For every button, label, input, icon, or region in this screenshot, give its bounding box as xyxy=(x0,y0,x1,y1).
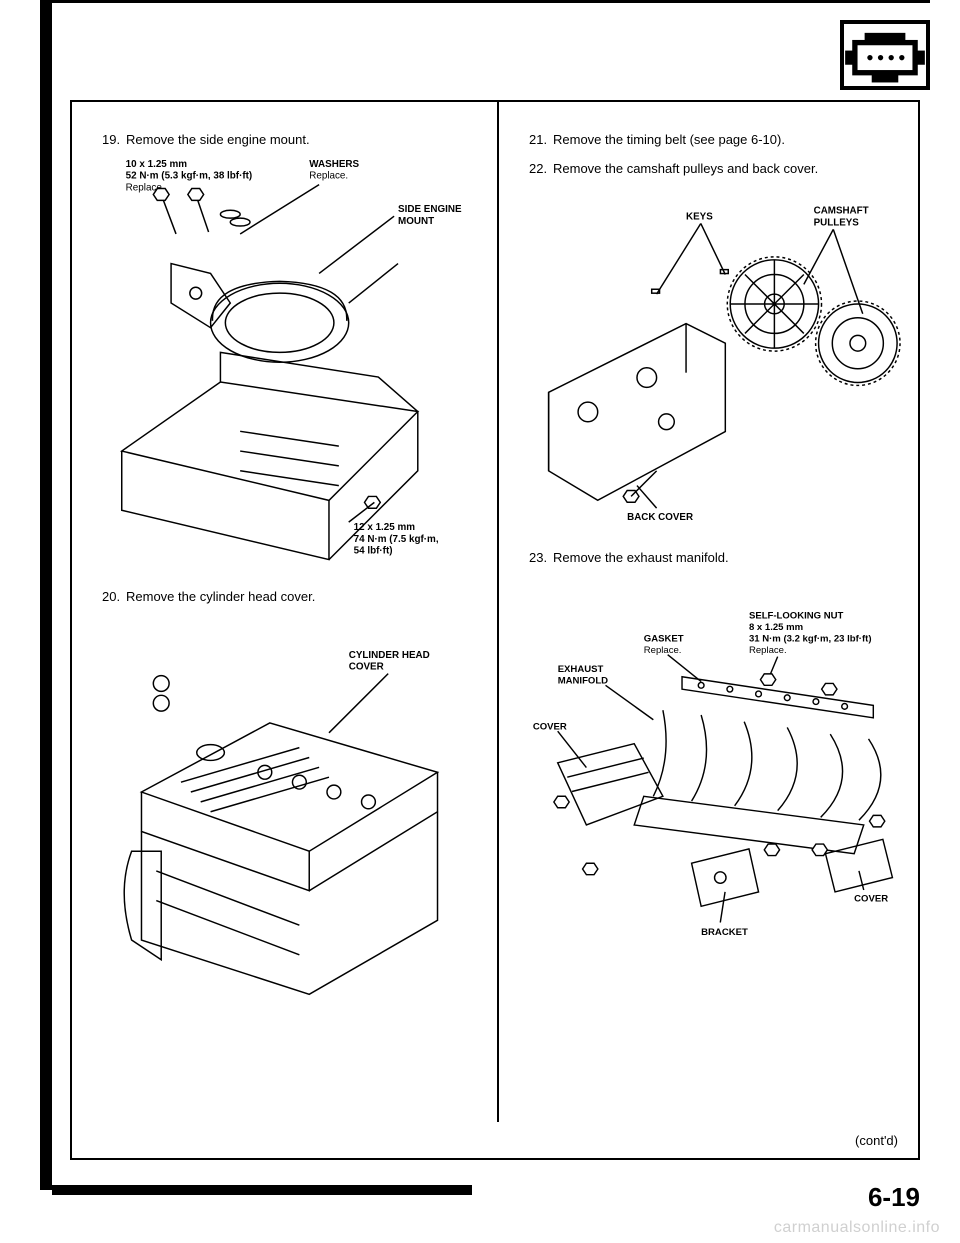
figure-exhaust-manifold: SELF-LOOKING NUT 8 x 1.25 mm 31 N·m (3.2… xyxy=(529,605,902,949)
bottom-bar xyxy=(52,1185,472,1195)
manual-page: 19. Remove the side engine mount. 10 x 1… xyxy=(0,0,960,1243)
step-text: Remove the exhaust manifold. xyxy=(553,550,902,565)
step-text: Remove the camshaft pulleys and back cov… xyxy=(553,161,902,176)
svg-text:COVER: COVER xyxy=(533,721,567,732)
step-text: Remove the side engine mount. xyxy=(126,132,477,147)
svg-text:CAMSHAFT: CAMSHAFT xyxy=(814,206,869,217)
svg-text:31 N·m (3.2 kgf·m, 23 lbf·ft): 31 N·m (3.2 kgf·m, 23 lbf·ft) xyxy=(749,633,872,644)
step-20: 20. Remove the cylinder head cover. xyxy=(102,589,477,604)
page-number: 6-19 xyxy=(868,1182,920,1213)
svg-text:SIDE ENGINE: SIDE ENGINE xyxy=(398,204,462,215)
svg-text:74 N·m (7.5 kgf·m,: 74 N·m (7.5 kgf·m, xyxy=(354,534,439,545)
left-column: 19. Remove the side engine mount. 10 x 1… xyxy=(72,102,497,1040)
svg-text:BRACKET: BRACKET xyxy=(701,927,748,938)
figure-side-engine-mount: 10 x 1.25 mm 52 N·m (5.3 kgf·m, 38 lbf·f… xyxy=(102,155,477,569)
continued-label: (cont'd) xyxy=(855,1133,898,1148)
svg-text:Replace.: Replace. xyxy=(749,645,787,656)
step-text: Remove the cylinder head cover. xyxy=(126,589,477,604)
svg-text:12 x 1.25 mm: 12 x 1.25 mm xyxy=(354,522,416,533)
svg-text:COVER: COVER xyxy=(854,893,888,904)
watermark: carmanualsonline.info xyxy=(774,1219,940,1237)
svg-text:CYLINDER HEAD: CYLINDER HEAD xyxy=(349,650,430,661)
svg-text:EXHAUST: EXHAUST xyxy=(558,664,604,675)
svg-text:MANIFOLD: MANIFOLD xyxy=(558,675,608,686)
page-border-top xyxy=(40,0,930,3)
svg-text:Replace.: Replace. xyxy=(309,171,348,182)
page-border-left xyxy=(40,0,52,1190)
svg-text:SELF-LOOKING NUT: SELF-LOOKING NUT xyxy=(749,610,844,621)
figure-cylinder-head-cover: CYLINDER HEAD COVER xyxy=(102,644,477,999)
step-21: 21. Remove the timing belt (see page 6-1… xyxy=(529,132,902,147)
step-number: 23. xyxy=(529,550,553,565)
svg-text:52 N·m (5.3 kgf·m, 38 lbf·ft): 52 N·m (5.3 kgf·m, 38 lbf·ft) xyxy=(126,171,253,182)
svg-text:8 x 1.25 mm: 8 x 1.25 mm xyxy=(749,622,803,633)
step-number: 21. xyxy=(529,132,553,147)
content-frame: 19. Remove the side engine mount. 10 x 1… xyxy=(70,100,920,1160)
step-text: Remove the timing belt (see page 6-10). xyxy=(553,132,902,147)
step-number: 22. xyxy=(529,161,553,176)
right-column: 21. Remove the timing belt (see page 6-1… xyxy=(499,102,922,989)
engine-warning-icon xyxy=(840,20,930,90)
svg-text:54 lbf·ft): 54 lbf·ft) xyxy=(354,546,393,557)
step-number: 20. xyxy=(102,589,126,604)
svg-text:WASHERS: WASHERS xyxy=(309,159,359,170)
svg-text:10 x 1.25 mm: 10 x 1.25 mm xyxy=(126,159,188,170)
figure-camshaft-pulleys: KEYS CAMSHAFT PULLEYS xyxy=(529,196,902,530)
step-23: 23. Remove the exhaust manifold. xyxy=(529,550,902,565)
svg-text:KEYS: KEYS xyxy=(686,212,713,223)
step-19: 19. Remove the side engine mount. xyxy=(102,132,477,147)
svg-text:MOUNT: MOUNT xyxy=(398,216,434,227)
svg-text:GASKET: GASKET xyxy=(644,633,684,644)
svg-text:Replace.: Replace. xyxy=(644,645,682,656)
svg-text:COVER: COVER xyxy=(349,662,384,673)
svg-text:PULLEYS: PULLEYS xyxy=(814,217,860,228)
step-22: 22. Remove the camshaft pulleys and back… xyxy=(529,161,902,176)
step-number: 19. xyxy=(102,132,126,147)
svg-text:BACK COVER: BACK COVER xyxy=(627,512,693,523)
